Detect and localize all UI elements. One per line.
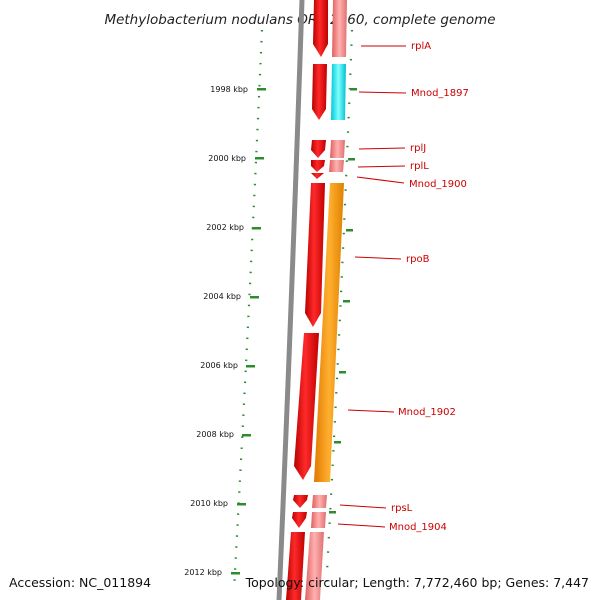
gene-arrow-rpsL[interactable] — [293, 495, 308, 508]
scale-tick — [255, 157, 264, 160]
scale-tick — [242, 434, 251, 437]
gene-label-Mnod_1897[interactable]: Mnod_1897 — [411, 88, 469, 99]
scale-tick-right — [350, 88, 357, 91]
scale-tick-label: 2000 kbp — [208, 154, 246, 163]
scale-dots — [232, 29, 354, 591]
cds-track — [305, 0, 347, 600]
cds-bar-Mnod_1904[interactable] — [311, 512, 326, 528]
scale-tick-right — [339, 371, 346, 374]
cds-bar-rpsL[interactable] — [312, 495, 327, 508]
gene-arrow-Mnod_1902[interactable] — [294, 333, 319, 480]
scale-tick-right — [329, 511, 336, 514]
scale-tick-label: 2004 kbp — [203, 292, 241, 301]
scale-tick-right — [334, 441, 341, 444]
gene-label-rpoB[interactable]: rpoB — [406, 254, 430, 265]
gene-label-Mnod_1900[interactable]: Mnod_1900 — [409, 179, 467, 190]
scale-tick — [237, 503, 246, 506]
gene-track — [286, 0, 328, 600]
scale-tick-label: 2002 kbp — [206, 223, 244, 232]
cds-bar-next[interactable] — [305, 532, 324, 600]
cds-bar-Mnod_1897[interactable] — [331, 64, 346, 120]
gene-arrow-Mnod_1897[interactable] — [312, 64, 327, 120]
scale-tick-right — [348, 158, 355, 161]
genome-backbone — [276, 0, 305, 600]
scale-tick — [252, 227, 261, 230]
gene-arrow-rplL[interactable] — [311, 160, 325, 172]
scale-tick-label: 2012 kbp — [184, 568, 222, 577]
gene-arrow-rplJ[interactable] — [311, 140, 326, 158]
accession-text: Accession: NC_011894 — [9, 575, 151, 590]
cds-bar-rplJ[interactable] — [330, 140, 345, 158]
scale-tick — [257, 88, 266, 91]
gene-arrow-Mnod_1904[interactable] — [292, 512, 307, 528]
scale-tick — [231, 572, 240, 575]
gene-label-rpsL[interactable]: rpsL — [391, 503, 413, 514]
gene-label-rplL[interactable]: rplL — [410, 161, 429, 172]
scale-tick-right — [346, 229, 353, 232]
cds-bar-rplA[interactable] — [332, 0, 347, 57]
scale-tick-label: 2008 kbp — [196, 430, 234, 439]
scale-tick-label: 2006 kbp — [200, 361, 238, 370]
cds-bar-rplL[interactable] — [329, 160, 344, 172]
gene-label-rplJ[interactable]: rplJ — [410, 143, 426, 154]
gene-label-Mnod_1902[interactable]: Mnod_1902 — [398, 407, 456, 418]
scale-tick-label: 1998 kbp — [210, 85, 248, 94]
gene-arrow-rplA[interactable] — [313, 0, 328, 57]
scale-tick — [250, 296, 259, 299]
gene-arrow-next[interactable] — [286, 532, 305, 600]
scale-tick-right — [343, 300, 350, 303]
scale-tick-label: 2010 kbp — [190, 499, 228, 508]
scale-tick — [246, 365, 255, 368]
cds-bar-rpoB[interactable] — [314, 183, 344, 482]
gene-arrow-rpoB[interactable] — [305, 183, 325, 327]
gene-label-Mnod_1904[interactable]: Mnod_1904 — [389, 522, 447, 533]
scale-ticks: 1998 kbp 2000 kbp 2002 kbp 2004 kbp 2006… — [184, 85, 357, 577]
topology-text: Topology: circular; Length: 7,772,460 bp… — [245, 575, 589, 590]
gene-arrow-Mnod_1900[interactable] — [311, 173, 324, 179]
gene-label-rplA[interactable]: rplA — [411, 41, 431, 52]
gene-labels: rplA Mnod_1897 rplJ rplL Mnod_1900 rpoB … — [337, 41, 469, 533]
